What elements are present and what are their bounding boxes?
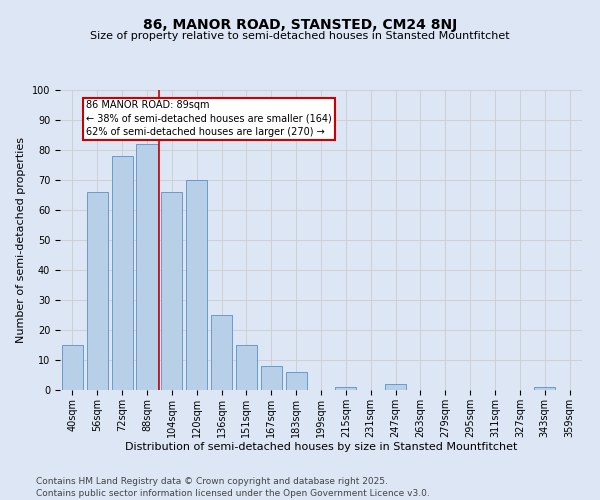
Bar [87,192,108,390]
Bar [534,387,555,390]
Bar [211,315,232,390]
Bar [136,144,158,390]
Bar [62,345,83,390]
Bar [236,345,257,390]
Bar [335,387,356,390]
Text: Contains HM Land Registry data © Crown copyright and database right 2025.
Contai: Contains HM Land Registry data © Crown c… [36,476,430,498]
Text: 86, MANOR ROAD, STANSTED, CM24 8NJ: 86, MANOR ROAD, STANSTED, CM24 8NJ [143,18,457,32]
Bar [161,192,182,390]
Bar [385,384,406,390]
Text: Size of property relative to semi-detached houses in Stansted Mountfitchet: Size of property relative to semi-detach… [90,31,510,41]
Bar [186,180,207,390]
Text: Distribution of semi-detached houses by size in Stansted Mountfitchet: Distribution of semi-detached houses by … [125,442,517,452]
Y-axis label: Number of semi-detached properties: Number of semi-detached properties [16,137,26,343]
Bar [261,366,282,390]
Bar [112,156,133,390]
Text: 86 MANOR ROAD: 89sqm
← 38% of semi-detached houses are smaller (164)
62% of semi: 86 MANOR ROAD: 89sqm ← 38% of semi-detac… [86,100,332,137]
Bar [286,372,307,390]
